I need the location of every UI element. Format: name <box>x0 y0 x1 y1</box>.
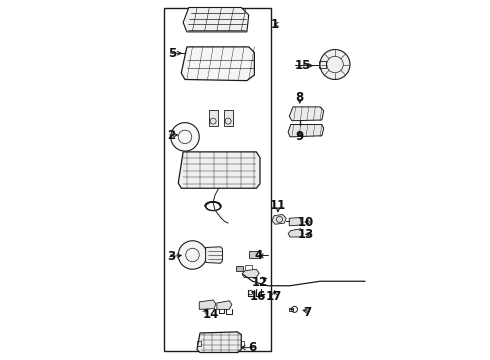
Polygon shape <box>178 152 260 188</box>
Bar <box>197 341 201 346</box>
Circle shape <box>320 49 350 80</box>
Polygon shape <box>197 332 241 352</box>
Polygon shape <box>288 125 324 137</box>
Polygon shape <box>209 110 218 126</box>
Polygon shape <box>199 300 216 309</box>
Bar <box>289 307 293 311</box>
Bar <box>319 61 326 68</box>
Bar <box>236 266 243 271</box>
Bar <box>249 251 259 258</box>
Text: 2: 2 <box>167 129 175 141</box>
Polygon shape <box>242 269 259 278</box>
Text: 9: 9 <box>295 130 304 143</box>
Polygon shape <box>223 110 233 126</box>
Text: 7: 7 <box>303 306 311 319</box>
Text: 11: 11 <box>270 199 286 212</box>
Bar <box>245 265 252 271</box>
Text: 8: 8 <box>295 91 304 104</box>
Polygon shape <box>183 8 249 32</box>
Polygon shape <box>217 301 232 309</box>
Polygon shape <box>272 215 286 224</box>
Polygon shape <box>181 47 254 81</box>
Text: 17: 17 <box>266 291 282 303</box>
Text: 12: 12 <box>251 275 268 288</box>
Text: 10: 10 <box>298 216 315 229</box>
Bar <box>191 50 199 56</box>
Circle shape <box>171 123 199 151</box>
Text: 4: 4 <box>255 249 263 262</box>
Text: 3: 3 <box>167 250 175 264</box>
Text: 13: 13 <box>298 228 315 241</box>
Bar <box>241 341 244 346</box>
Polygon shape <box>288 229 303 237</box>
Text: 16: 16 <box>249 291 266 303</box>
Text: 6: 6 <box>248 341 256 354</box>
Text: 15: 15 <box>295 59 311 72</box>
Polygon shape <box>289 107 324 121</box>
Circle shape <box>178 241 207 269</box>
Polygon shape <box>206 247 222 263</box>
Text: 14: 14 <box>203 308 220 321</box>
Polygon shape <box>289 217 301 226</box>
Bar <box>164 8 271 351</box>
Text: 5: 5 <box>168 47 176 60</box>
Text: 1: 1 <box>270 18 279 31</box>
